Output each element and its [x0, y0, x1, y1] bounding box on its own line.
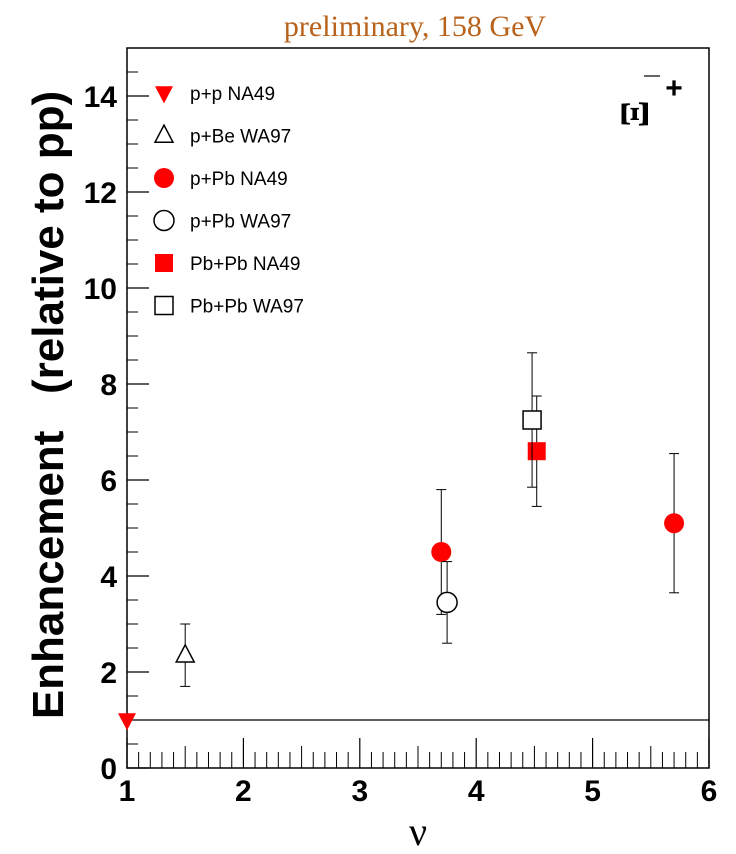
legend-label: p+Be WA97	[190, 127, 291, 148]
data-point	[118, 713, 136, 731]
x-tick-label: 3	[351, 775, 368, 808]
legend-label: p+Pb NA49	[190, 169, 288, 190]
legend-marker	[154, 295, 174, 316]
x-tick-label: 1	[119, 775, 136, 808]
particle-label: Ξ +	[612, 72, 683, 128]
data-marks	[118, 352, 685, 731]
data-point	[664, 513, 685, 534]
y-axis-label: Enhancement (relative to pp)	[24, 91, 73, 719]
data-point	[431, 542, 452, 562]
legend-label: p+Pb WA97	[190, 212, 291, 233]
y-tick-label: 14	[84, 81, 118, 114]
legend-label: p+p NA49	[190, 84, 275, 105]
x-tick-label: 4	[468, 775, 485, 808]
data-point	[436, 591, 458, 614]
x-tick-label: 5	[584, 775, 601, 808]
y-tick-label: 8	[100, 369, 117, 402]
chart-title: preliminary, 158 GeV	[284, 10, 546, 43]
legend-label: Pb+Pb NA49	[190, 254, 300, 275]
data-point	[522, 410, 542, 430]
x-tick-label: 6	[701, 775, 718, 808]
y-tick-label: 10	[84, 273, 117, 306]
legend-marker	[155, 254, 173, 272]
particle-charge: +	[665, 72, 683, 105]
y-tick-label: 6	[100, 465, 117, 498]
data-point	[174, 643, 196, 663]
legend: p+p NA49 p+Be WA97 p+Pb NA49 p+Pb WA97 Pb+Pb…	[153, 84, 304, 318]
legend-marker	[155, 86, 173, 104]
legend-marker	[154, 168, 174, 188]
legend-marker	[153, 123, 175, 143]
x-axis-label: ν	[409, 809, 427, 854]
particle-symbol: Ξ	[612, 100, 657, 127]
x-tick-label: 2	[235, 775, 252, 808]
y-tick-label: 0	[100, 753, 117, 786]
y-tick-label: 2	[100, 657, 117, 690]
legend-label: Pb+Pb WA97	[190, 297, 304, 318]
data-point	[527, 442, 546, 461]
y-tick-label: 12	[84, 177, 117, 210]
plot-frame	[126, 47, 710, 769]
legend-marker	[153, 209, 175, 232]
y-tick-label: 4	[100, 561, 117, 594]
